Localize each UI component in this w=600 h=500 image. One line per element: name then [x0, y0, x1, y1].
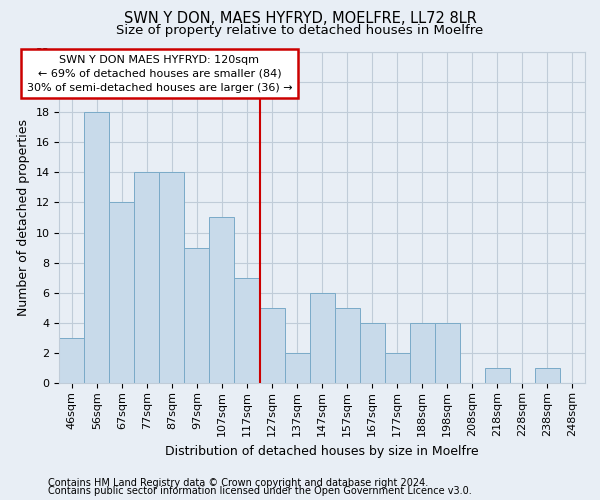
Text: SWN Y DON MAES HYFRYD: 120sqm
← 69% of detached houses are smaller (84)
30% of s: SWN Y DON MAES HYFRYD: 120sqm ← 69% of d…: [26, 54, 292, 92]
Text: Contains HM Land Registry data © Crown copyright and database right 2024.: Contains HM Land Registry data © Crown c…: [48, 478, 428, 488]
Bar: [485, 368, 510, 384]
Bar: [535, 368, 560, 384]
Bar: [235, 278, 260, 384]
Text: Contains public sector information licensed under the Open Government Licence v3: Contains public sector information licen…: [48, 486, 472, 496]
Bar: [410, 323, 435, 384]
Text: SWN Y DON, MAES HYFRYD, MOELFRE, LL72 8LR: SWN Y DON, MAES HYFRYD, MOELFRE, LL72 8L…: [124, 11, 476, 26]
Bar: [134, 172, 160, 384]
Bar: [84, 112, 109, 384]
Bar: [435, 323, 460, 384]
Bar: [260, 308, 284, 384]
X-axis label: Distribution of detached houses by size in Moelfre: Distribution of detached houses by size …: [166, 444, 479, 458]
Bar: [109, 202, 134, 384]
Bar: [184, 248, 209, 384]
Bar: [359, 323, 385, 384]
Bar: [209, 218, 235, 384]
Bar: [59, 338, 84, 384]
Bar: [335, 308, 359, 384]
Y-axis label: Number of detached properties: Number of detached properties: [17, 119, 30, 316]
Bar: [310, 293, 335, 384]
Bar: [160, 172, 184, 384]
Bar: [385, 353, 410, 384]
Text: Size of property relative to detached houses in Moelfre: Size of property relative to detached ho…: [116, 24, 484, 37]
Bar: [284, 353, 310, 384]
